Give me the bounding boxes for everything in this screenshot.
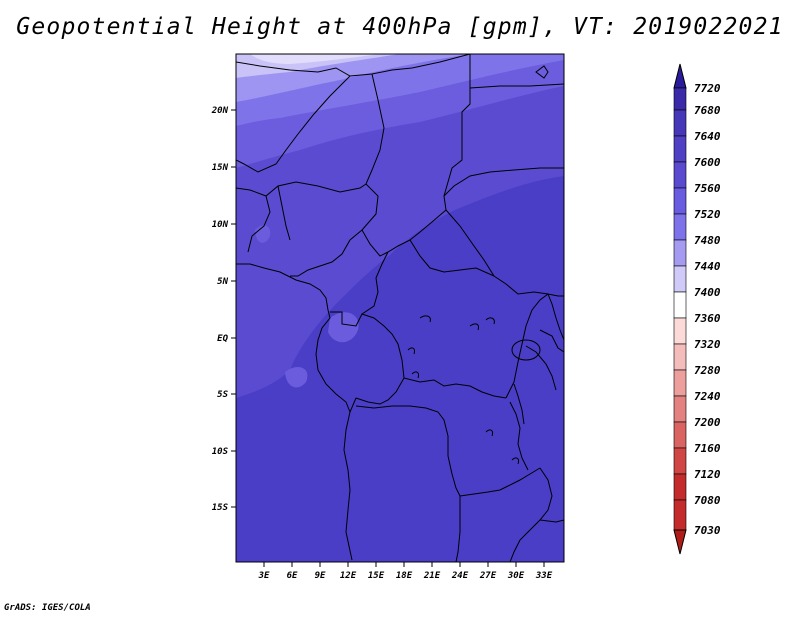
lon-label: 30E bbox=[507, 571, 525, 581]
contour-fill bbox=[236, 54, 564, 562]
colorbar-swatch bbox=[673, 317, 687, 345]
patch-7520-c bbox=[285, 367, 308, 388]
band-7400-light bbox=[250, 54, 380, 64]
colorbar-swatch bbox=[673, 265, 687, 293]
colorbar-label: 7480 bbox=[694, 234, 721, 247]
lat-label: 5N bbox=[217, 277, 228, 287]
colorbar-label: 7640 bbox=[694, 130, 721, 143]
colorbar: 7720 7680 7640 7600 7560 7520 7480 7440 … bbox=[673, 63, 721, 555]
lon-label: 24E bbox=[451, 571, 469, 581]
lon-label: 18E bbox=[396, 571, 413, 581]
lat-label: 15N bbox=[212, 163, 229, 173]
colorbar-label: 7560 bbox=[694, 182, 721, 195]
colorbar-label: 7400 bbox=[694, 286, 721, 299]
colorbar-top-arrow bbox=[673, 63, 687, 89]
colorbar-label: 7120 bbox=[694, 468, 721, 481]
lon-label: 9E bbox=[315, 571, 326, 581]
patch-7520-b bbox=[328, 312, 359, 343]
colorbar-label: 7680 bbox=[694, 104, 721, 117]
colorbar-swatch bbox=[673, 499, 687, 531]
lon-axis: 3E 6E 9E 12E 15E 18E 21E 24E 27E 30E 33E bbox=[258, 562, 553, 581]
colorbar-swatch bbox=[673, 187, 687, 215]
lat-label: 10N bbox=[212, 220, 229, 230]
colorbar-label: 7240 bbox=[694, 390, 721, 403]
colorbar-swatch bbox=[673, 87, 687, 111]
lon-label: 3E bbox=[258, 571, 270, 581]
lat-axis: 20N 15N 10N 5N EQ 5S 10S 15S bbox=[211, 106, 236, 513]
colorbar-swatch bbox=[673, 213, 687, 241]
footer-credit: GrADS: IGES/COLA bbox=[4, 603, 91, 613]
lon-label: 21E bbox=[423, 571, 441, 581]
lat-label: 5S bbox=[217, 390, 228, 400]
lat-label: 15S bbox=[212, 503, 229, 513]
colorbar-label: 7600 bbox=[694, 156, 721, 169]
colorbar-swatch bbox=[673, 135, 687, 163]
colorbar-label: 7030 bbox=[694, 524, 721, 537]
lon-label: 15E bbox=[368, 571, 385, 581]
lat-label: EQ bbox=[217, 334, 228, 344]
colorbar-swatch bbox=[673, 239, 687, 267]
colorbar-label: 7720 bbox=[694, 82, 721, 95]
map-frame bbox=[235, 53, 565, 563]
colorbar-label: 7440 bbox=[694, 260, 721, 273]
colorbar-label: 7520 bbox=[694, 208, 721, 221]
colorbar-swatch bbox=[673, 161, 687, 189]
boundaries bbox=[236, 54, 564, 562]
colorbar-swatch bbox=[673, 343, 687, 371]
colorbar-label: 7160 bbox=[694, 442, 721, 455]
colorbar-swatch bbox=[673, 291, 687, 319]
colorbar-swatch bbox=[673, 447, 687, 475]
patch-7520 bbox=[255, 225, 271, 243]
colorbar-label: 7200 bbox=[694, 416, 721, 429]
lat-label: 20N bbox=[211, 106, 229, 116]
lon-label: 27E bbox=[479, 571, 497, 581]
lon-label: 6E bbox=[287, 571, 298, 581]
colorbar-swatch bbox=[673, 395, 687, 423]
lon-label: 12E bbox=[340, 571, 357, 581]
colorbar-bottom-arrow bbox=[673, 529, 687, 555]
colorbar-label: 7360 bbox=[694, 312, 721, 325]
lon-label: 33E bbox=[535, 571, 553, 581]
colorbar-swatch bbox=[673, 473, 687, 501]
chart-title: Geopotential Height at 400hPa [gpm], VT:… bbox=[16, 14, 784, 40]
colorbar-swatch bbox=[673, 421, 687, 449]
colorbar-swatch bbox=[673, 109, 687, 137]
lat-label: 10S bbox=[212, 447, 229, 457]
colorbar-label: 7280 bbox=[694, 364, 721, 377]
colorbar-label: 7320 bbox=[694, 338, 721, 351]
colorbar-label: 7080 bbox=[694, 494, 721, 507]
colorbar-swatch bbox=[673, 369, 687, 397]
